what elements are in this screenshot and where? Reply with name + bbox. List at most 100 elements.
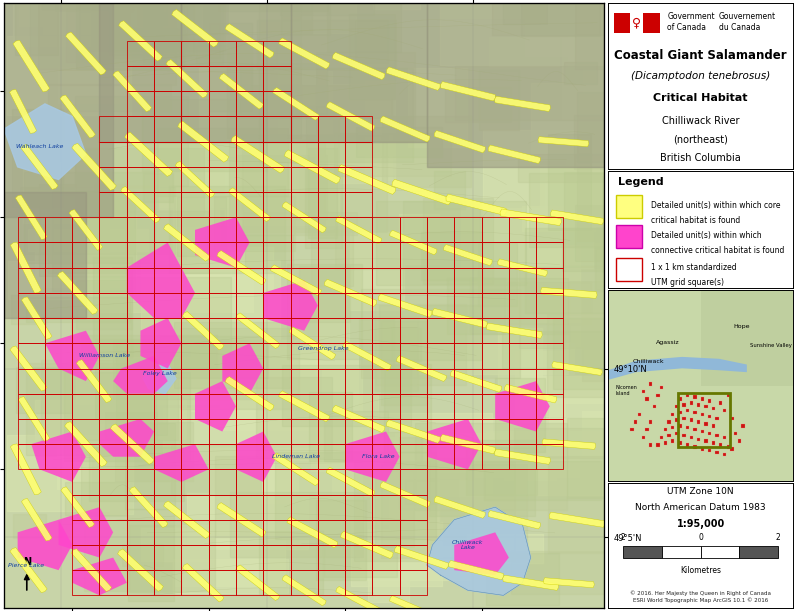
Bar: [263, 494, 291, 520]
Bar: [182, 3, 291, 142]
Bar: [100, 393, 127, 419]
Bar: [263, 243, 291, 268]
Polygon shape: [380, 116, 430, 142]
Bar: [318, 545, 345, 570]
Bar: [73, 520, 100, 545]
Bar: [603, 175, 735, 272]
Polygon shape: [113, 356, 167, 393]
Bar: [345, 167, 372, 192]
Polygon shape: [486, 323, 542, 338]
Bar: [390, 464, 439, 557]
Bar: [345, 218, 372, 243]
Bar: [382, 116, 471, 187]
Bar: [190, 340, 317, 411]
Bar: [100, 444, 127, 469]
Bar: [649, 420, 652, 424]
Bar: [66, 0, 162, 62]
Bar: [577, 92, 680, 161]
Polygon shape: [495, 449, 551, 464]
Bar: [536, 243, 563, 268]
Bar: [263, 192, 291, 218]
Bar: [281, 0, 330, 35]
Polygon shape: [338, 164, 396, 194]
Bar: [345, 419, 372, 444]
Bar: [646, 428, 649, 431]
Bar: [186, 247, 273, 290]
Bar: [45, 393, 73, 419]
Bar: [199, 68, 316, 156]
Polygon shape: [489, 511, 540, 529]
Bar: [100, 469, 127, 494]
Bar: [100, 343, 127, 368]
Bar: [727, 445, 730, 448]
Bar: [73, 218, 100, 243]
Bar: [686, 426, 689, 430]
Polygon shape: [65, 422, 107, 467]
Bar: [256, 377, 332, 458]
Bar: [318, 320, 348, 349]
Bar: [127, 318, 154, 343]
Bar: [384, 432, 422, 463]
Bar: [100, 368, 127, 393]
Bar: [536, 318, 563, 343]
Polygon shape: [118, 549, 163, 591]
Text: Kilometres: Kilometres: [680, 566, 721, 574]
Bar: [517, 154, 610, 182]
Bar: [73, 444, 100, 469]
Bar: [351, 522, 442, 586]
Bar: [225, 162, 339, 225]
Bar: [494, 378, 545, 452]
Polygon shape: [60, 95, 96, 138]
Bar: [159, 145, 230, 207]
Bar: [154, 368, 182, 393]
Bar: [35, 400, 186, 439]
Bar: [322, 369, 362, 462]
Text: Agassiz: Agassiz: [656, 340, 679, 345]
Bar: [243, 211, 357, 235]
Bar: [236, 91, 263, 117]
Bar: [481, 268, 508, 293]
Bar: [263, 343, 291, 368]
Bar: [421, 232, 482, 280]
Bar: [345, 469, 372, 494]
Bar: [737, 439, 741, 443]
Bar: [486, 553, 559, 605]
Bar: [236, 419, 263, 444]
Bar: [121, 544, 163, 566]
Bar: [263, 318, 291, 343]
Bar: [311, 230, 353, 286]
Polygon shape: [390, 230, 437, 255]
Bar: [154, 167, 182, 192]
Bar: [100, 318, 127, 343]
Bar: [345, 243, 372, 268]
Polygon shape: [57, 271, 98, 314]
Polygon shape: [282, 575, 326, 606]
Bar: [263, 66, 291, 91]
Bar: [368, 529, 409, 602]
Bar: [209, 343, 236, 368]
Bar: [381, 321, 427, 405]
Bar: [127, 66, 154, 91]
Polygon shape: [608, 357, 747, 380]
Polygon shape: [379, 294, 432, 317]
Bar: [100, 293, 127, 318]
Bar: [498, 327, 543, 390]
Bar: [263, 293, 291, 318]
Bar: [372, 343, 399, 368]
Bar: [481, 243, 508, 268]
Bar: [503, 0, 547, 24]
Bar: [115, 422, 193, 481]
Bar: [291, 545, 318, 570]
Bar: [316, 52, 414, 141]
Bar: [372, 469, 399, 494]
Bar: [723, 409, 726, 412]
Bar: [209, 41, 236, 66]
Bar: [79, 0, 225, 51]
Polygon shape: [542, 439, 595, 449]
Bar: [345, 368, 372, 393]
Bar: [481, 343, 508, 368]
Polygon shape: [434, 131, 485, 153]
Polygon shape: [495, 381, 550, 431]
Polygon shape: [195, 381, 236, 431]
Bar: [182, 142, 209, 167]
